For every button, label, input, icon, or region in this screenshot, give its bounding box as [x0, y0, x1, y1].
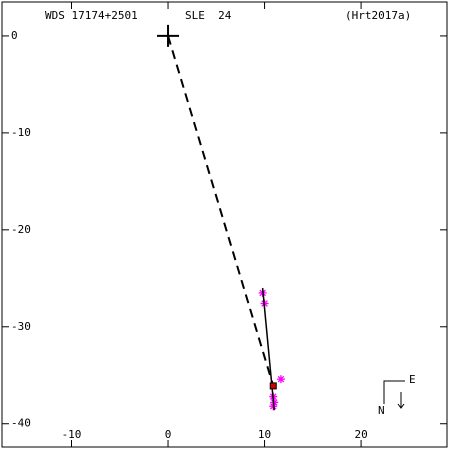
x-tick-label: 20 [354, 428, 367, 441]
origin-cross [157, 24, 180, 47]
compass-frame [383, 380, 405, 404]
compass: E N [378, 373, 416, 417]
measurement [276, 375, 285, 384]
y-tick-label: -40 [11, 417, 31, 430]
y-tick-label: -20 [11, 223, 31, 236]
x-tick-label: -10 [62, 428, 82, 441]
chart-subtitle: SLE 24 [185, 9, 232, 22]
x-tick-label: 10 [258, 428, 271, 441]
predicted-position [269, 382, 277, 390]
compass-arrow [397, 392, 405, 409]
x-tick-label: 0 [165, 428, 172, 441]
chart-title: WDS 17174+2501 [45, 9, 138, 22]
compass-east: E [409, 373, 416, 386]
orbit-line [167, 35, 275, 387]
reference: (Hrt2017a) [345, 9, 411, 22]
compass-north: N [378, 404, 385, 417]
orbit-line [261, 287, 275, 411]
y-tick-label: 0 [11, 29, 18, 42]
y-tick-label: -10 [11, 126, 31, 139]
y-tick-label: -30 [11, 320, 31, 333]
